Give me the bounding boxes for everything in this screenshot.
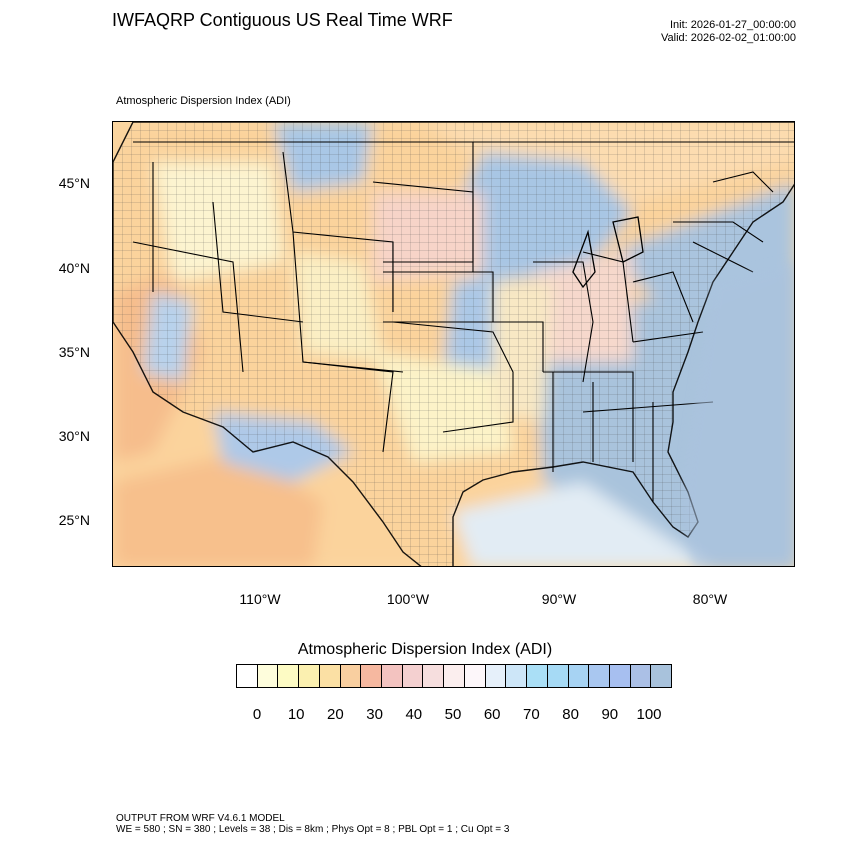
valid-time: Valid: 2026-02-02_01:00:00 — [661, 32, 796, 44]
state-boundaries — [132, 141, 794, 502]
colorbar-label: 20 — [327, 706, 344, 723]
main-title: IWFAQRP Contiguous US Real Time WRF — [112, 10, 453, 30]
time-info: Init: 2026-01-27_00:00:00 Valid: 2026-02… — [661, 19, 796, 45]
colorbar-cell — [382, 665, 403, 687]
lat-label-25: 25°N — [58, 512, 90, 528]
footer: OUTPUT FROM WRF V4.6.1 MODEL WE = 580 ; … — [116, 813, 509, 835]
colorbar-label: 90 — [601, 706, 619, 723]
colorbar-cell — [568, 665, 590, 687]
colorbar-cell — [547, 665, 569, 687]
colorbar-label: 60 — [483, 706, 501, 723]
colorbar-cell — [506, 665, 528, 687]
colorbar-cell — [278, 665, 300, 687]
colorbar-label: 30 — [366, 706, 383, 723]
colorbar-label: 100 — [636, 706, 662, 723]
colorbar-cell — [589, 665, 610, 687]
great-lakes — [572, 216, 644, 289]
colorbar-label: 40 — [405, 706, 423, 723]
lat-label-30: 30°N — [58, 428, 90, 444]
colorbar-cell — [651, 665, 672, 687]
legend-title: Atmospheric Dispersion Index (ADI) — [297, 641, 553, 658]
colorbar-cell — [319, 665, 341, 687]
colorbar-cell — [340, 665, 362, 687]
footer-config-line: WE = 580 ; SN = 380 ; Levels = 38 ; Dis … — [116, 824, 510, 835]
map-frame — [112, 121, 795, 567]
colorbar-cell — [485, 665, 507, 687]
plot-subtitle: Atmospheric Dispersion Index (ADI) — [116, 95, 291, 107]
colorbar-cell — [609, 665, 631, 687]
colorbar-cell — [299, 665, 320, 687]
init-time: Init: 2026-01-27_00:00:00 — [670, 19, 796, 31]
lon-label-80w: 80°W — [692, 591, 728, 607]
colorbar-label: 50 — [444, 706, 462, 723]
colorbar-cell — [444, 665, 465, 687]
colorbar-cell — [464, 665, 486, 687]
colorbar-cell — [361, 665, 383, 687]
colorbar-cell — [237, 665, 258, 687]
adi-map — [113, 122, 794, 566]
coastal-water — [683, 262, 794, 566]
colorbar-label: 10 — [287, 706, 305, 723]
colorbar-cell — [630, 665, 652, 687]
lon-label-90w: 90°W — [541, 591, 577, 607]
lon-label-110w: 110°W — [239, 591, 281, 607]
colorbar-cell — [402, 665, 424, 687]
colorbar-cell — [423, 665, 445, 687]
footer-model-line: OUTPUT FROM WRF V4.6.1 MODEL — [116, 813, 285, 824]
lon-label-100w: 100°W — [386, 591, 430, 607]
lat-label-35: 35°N — [58, 344, 90, 360]
colorbar-cell — [257, 665, 279, 687]
colorbar-label: 0 — [252, 706, 262, 723]
colorbar-cell — [527, 665, 548, 687]
colorbar — [236, 664, 672, 688]
colorbar-label: 80 — [562, 706, 579, 723]
colorbar-label: 70 — [523, 706, 540, 723]
lat-label-45: 45°N — [58, 175, 90, 191]
lat-label-40: 40°N — [58, 260, 90, 276]
